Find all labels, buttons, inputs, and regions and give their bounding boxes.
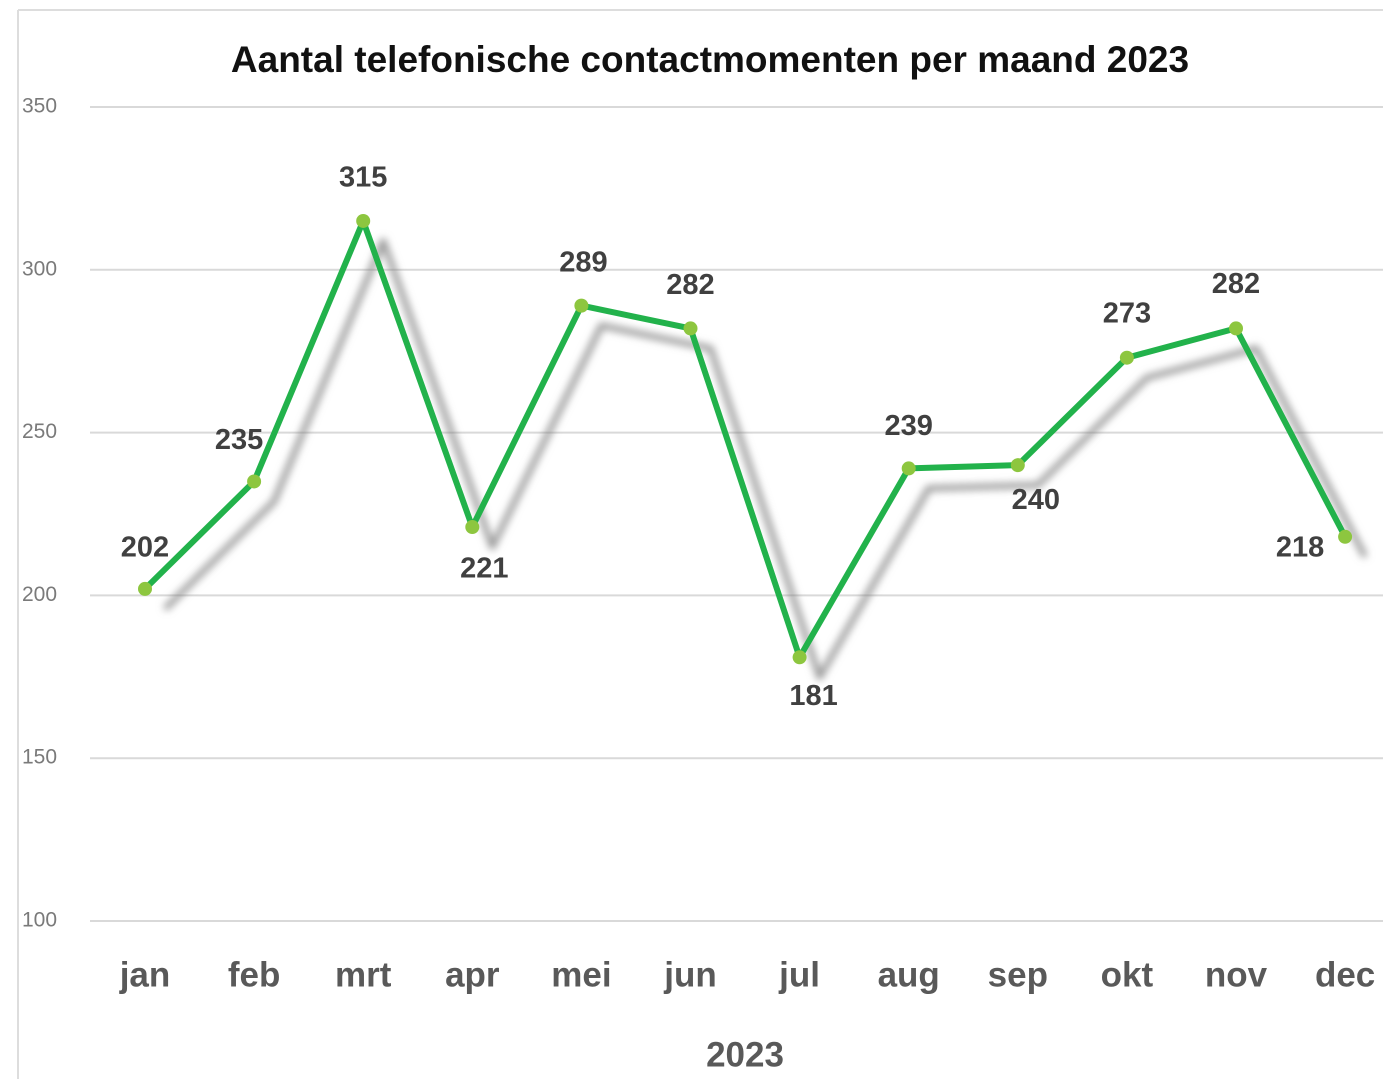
x-tick-label: feb xyxy=(228,955,281,994)
data-label: 273 xyxy=(1103,297,1151,329)
line-series xyxy=(142,217,1348,661)
data-label: 239 xyxy=(885,410,933,442)
marker xyxy=(247,474,262,489)
marker xyxy=(138,581,152,596)
x-tick-label: sep xyxy=(988,955,1048,994)
data-label: 221 xyxy=(460,553,508,585)
x-tick-label: apr xyxy=(445,955,500,994)
marker xyxy=(574,298,589,313)
x-tick-label: jun xyxy=(663,955,716,994)
y-tick-label: 100 xyxy=(22,909,57,932)
data-label: 235 xyxy=(215,424,263,456)
y-tick-label: 250 xyxy=(22,420,57,443)
data-label: 240 xyxy=(1012,484,1060,516)
data-label: 282 xyxy=(666,269,714,301)
x-axis-label: 2023 xyxy=(706,1035,784,1074)
x-tick-label: jul xyxy=(778,955,820,994)
data-label: 181 xyxy=(789,680,837,712)
marker xyxy=(1119,350,1134,365)
x-tick-label: dec xyxy=(1315,955,1375,994)
data-label: 218 xyxy=(1276,531,1324,563)
marker xyxy=(1338,529,1353,544)
data-label: 282 xyxy=(1212,268,1260,300)
data-label: 202 xyxy=(121,532,169,564)
data-label: 289 xyxy=(559,246,607,278)
x-tick-label: mrt xyxy=(335,955,392,994)
x-tick-label: jan xyxy=(119,955,171,994)
chart-title: Aantal telefonische contactmomenten per … xyxy=(231,39,1189,80)
x-tick-label: aug xyxy=(878,955,940,994)
marker xyxy=(1010,458,1025,473)
marker xyxy=(465,520,480,535)
y-tick-label: 200 xyxy=(22,583,57,606)
marker xyxy=(792,650,807,665)
marker xyxy=(1229,321,1243,336)
marker xyxy=(356,213,371,228)
x-tick-label: nov xyxy=(1205,955,1268,994)
x-tick-label: mei xyxy=(551,955,611,994)
y-tick-label: 300 xyxy=(22,257,57,280)
x-tick-label: okt xyxy=(1101,955,1154,994)
data-label: 315 xyxy=(339,162,387,194)
y-tick-label: 350 xyxy=(22,95,57,118)
marker xyxy=(901,461,916,476)
y-tick-label: 150 xyxy=(22,746,57,769)
marker xyxy=(683,321,698,336)
